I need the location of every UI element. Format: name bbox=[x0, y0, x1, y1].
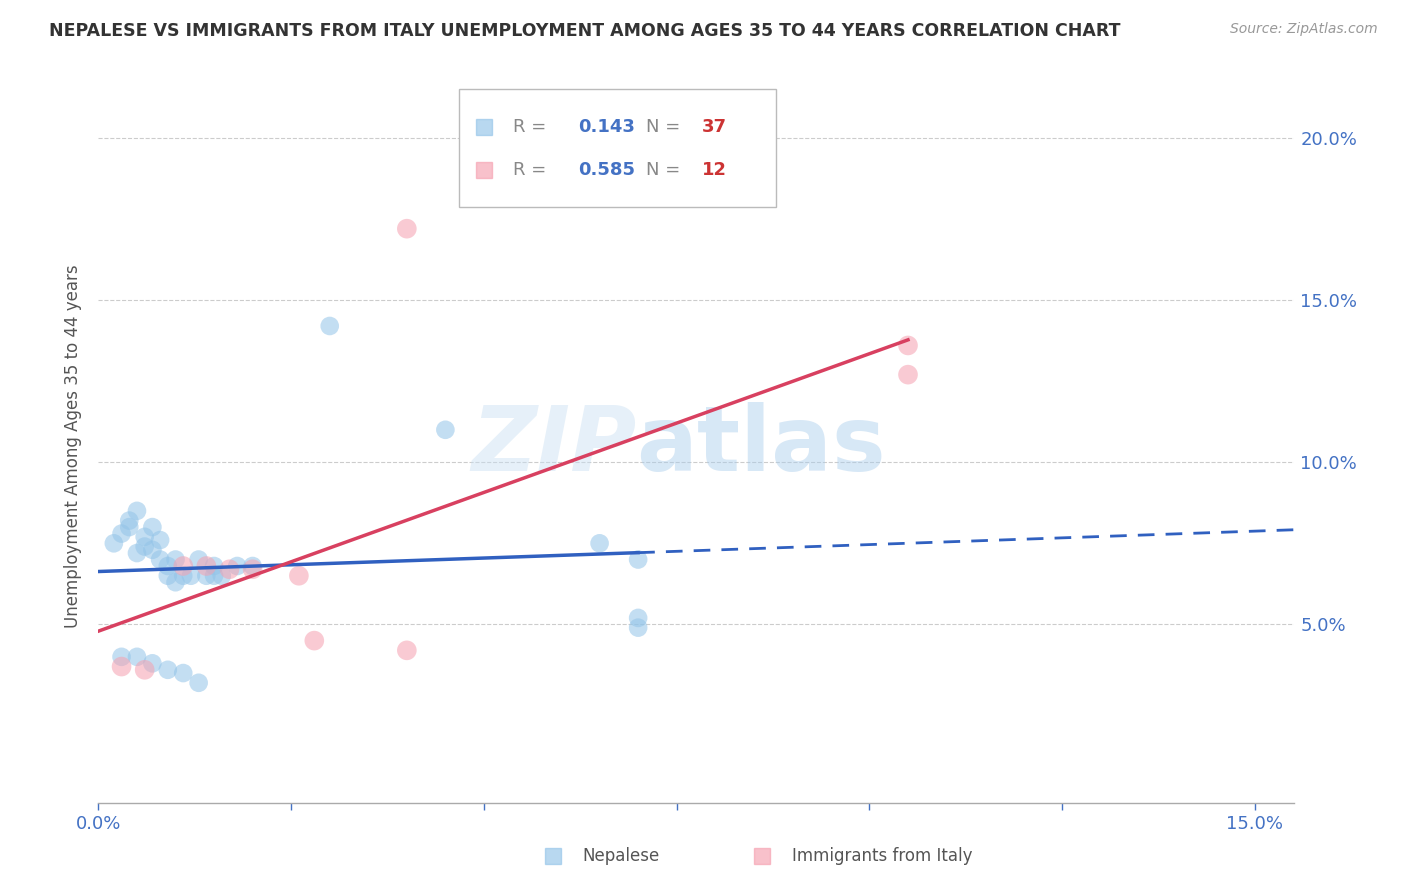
Point bbox=[187, 552, 209, 566]
Point bbox=[211, 568, 233, 582]
Text: R =: R = bbox=[513, 161, 553, 178]
Point bbox=[172, 559, 194, 574]
Point bbox=[118, 514, 141, 528]
Text: ZIP: ZIP bbox=[471, 402, 637, 490]
Point bbox=[627, 552, 650, 566]
Point bbox=[172, 666, 194, 681]
Point bbox=[125, 649, 148, 664]
Point bbox=[165, 552, 187, 566]
Point bbox=[118, 520, 141, 534]
Point bbox=[149, 533, 172, 547]
Text: atlas: atlas bbox=[637, 402, 886, 490]
Text: Immigrants from Italy: Immigrants from Italy bbox=[792, 847, 972, 865]
Point bbox=[897, 368, 920, 382]
Point bbox=[165, 575, 187, 590]
Point bbox=[897, 338, 920, 352]
Point bbox=[242, 559, 264, 574]
Point bbox=[134, 540, 156, 554]
Point bbox=[110, 526, 132, 541]
Point bbox=[395, 643, 418, 657]
Point bbox=[156, 663, 179, 677]
Point bbox=[319, 318, 342, 333]
Text: 12: 12 bbox=[702, 161, 727, 178]
Point bbox=[395, 221, 418, 235]
Text: Source: ZipAtlas.com: Source: ZipAtlas.com bbox=[1230, 22, 1378, 37]
Text: N =: N = bbox=[645, 118, 686, 136]
Point bbox=[434, 423, 457, 437]
Point bbox=[134, 530, 156, 544]
Text: N =: N = bbox=[645, 161, 686, 178]
Point bbox=[218, 562, 240, 576]
Point bbox=[180, 568, 202, 582]
Point bbox=[288, 568, 311, 582]
Point bbox=[226, 559, 249, 574]
Point bbox=[172, 568, 194, 582]
Point bbox=[110, 659, 132, 673]
Point bbox=[304, 633, 326, 648]
Point bbox=[141, 657, 163, 671]
Point bbox=[627, 621, 650, 635]
Y-axis label: Unemployment Among Ages 35 to 44 years: Unemployment Among Ages 35 to 44 years bbox=[63, 264, 82, 628]
FancyBboxPatch shape bbox=[460, 89, 776, 207]
Point bbox=[125, 546, 148, 560]
Point bbox=[195, 559, 218, 574]
Text: Nepalese: Nepalese bbox=[582, 847, 659, 865]
Point bbox=[588, 536, 610, 550]
Text: NEPALESE VS IMMIGRANTS FROM ITALY UNEMPLOYMENT AMONG AGES 35 TO 44 YEARS CORRELA: NEPALESE VS IMMIGRANTS FROM ITALY UNEMPL… bbox=[49, 22, 1121, 40]
Point bbox=[110, 649, 132, 664]
Text: 0.143: 0.143 bbox=[578, 118, 634, 136]
Point bbox=[149, 552, 172, 566]
Point bbox=[156, 559, 179, 574]
Point bbox=[141, 542, 163, 557]
Text: R =: R = bbox=[513, 118, 553, 136]
Text: 37: 37 bbox=[702, 118, 727, 136]
Point bbox=[627, 611, 650, 625]
Point bbox=[187, 675, 209, 690]
Point bbox=[202, 559, 225, 574]
Point bbox=[195, 568, 218, 582]
Point bbox=[156, 568, 179, 582]
Point bbox=[242, 562, 264, 576]
Text: 0.585: 0.585 bbox=[578, 161, 634, 178]
Point bbox=[134, 663, 156, 677]
Point bbox=[103, 536, 125, 550]
Point bbox=[141, 520, 163, 534]
Point bbox=[125, 504, 148, 518]
Point bbox=[202, 568, 225, 582]
